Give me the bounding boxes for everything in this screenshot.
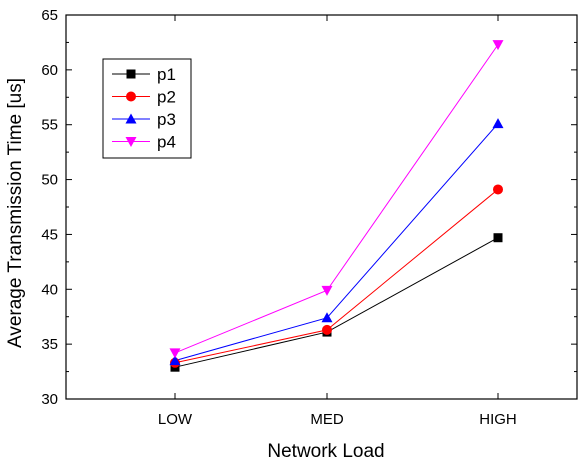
x-axis-title: Network Load	[267, 441, 384, 461]
legend-marker-p3	[125, 113, 137, 124]
legend-label-p2: p2	[157, 88, 176, 107]
data-point-p2	[322, 324, 332, 335]
legend-marker-p4	[125, 137, 137, 147]
x-axis: LOW MED HIGH	[158, 15, 517, 428]
y-tick-label: 60	[41, 62, 58, 79]
y-tick-label: 50	[41, 172, 58, 189]
data-point-p2	[493, 184, 503, 195]
x-tick-label: LOW	[158, 411, 193, 428]
legend-label-p3: p3	[157, 110, 176, 129]
legend: p1 p2 p3 p4	[102, 58, 192, 159]
data-point-p4	[169, 348, 181, 359]
legend-label-p1: p1	[157, 65, 176, 84]
y-tick-label: 55	[41, 117, 58, 134]
y-axis-title: Average Transmission Time [us]	[5, 78, 26, 348]
y-tick-label: 35	[41, 336, 58, 353]
data-point-p3	[492, 118, 504, 129]
y-tick-label: 45	[41, 226, 58, 243]
x-tick-label: HIGH	[479, 411, 517, 428]
y-tick-label: 65	[41, 7, 58, 24]
y-tick-label: 30	[41, 391, 58, 408]
y-tick-label: 40	[41, 281, 58, 298]
legend-label-p4: p4	[157, 133, 176, 152]
data-point-p4	[492, 40, 504, 51]
series-line-p1	[174, 237, 499, 368]
legend-marker-p2	[126, 91, 136, 102]
y-axis: 30 35 40 45 50 55 60 65	[41, 7, 577, 408]
series-markers	[169, 40, 504, 372]
series-lines	[174, 44, 499, 368]
x-tick-label: MED	[310, 411, 344, 428]
data-point-p1	[493, 233, 503, 243]
data-point-p3	[169, 355, 181, 366]
data-point-p3	[321, 312, 333, 323]
data-point-p4	[321, 285, 333, 296]
legend-marker-p1	[126, 69, 136, 79]
series-line-p3	[174, 123, 499, 362]
